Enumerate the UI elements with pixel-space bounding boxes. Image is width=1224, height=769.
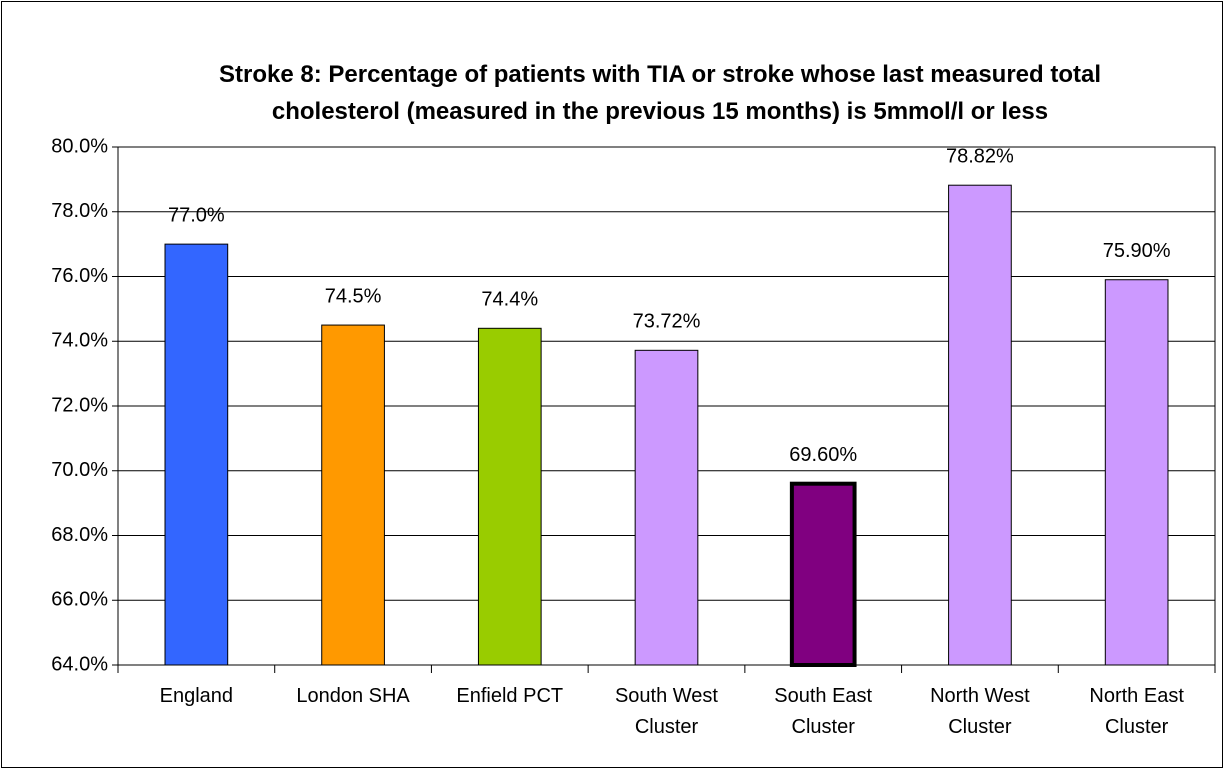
y-tick-label: 66.0% [51, 589, 108, 611]
bar [164, 243, 229, 666]
y-tick-label: 74.0% [51, 330, 108, 352]
x-tick-label: South East Cluster [774, 685, 873, 738]
y-tick-label: 64.0% [51, 653, 108, 675]
data-label: 78.82% [946, 145, 1014, 167]
x-tick-label: Enfield PCT [456, 685, 564, 707]
x-tick-label: North East Cluster [1089, 685, 1184, 738]
data-label: 74.4% [481, 289, 538, 311]
data-label: 75.90% [1103, 240, 1171, 262]
bar [321, 324, 385, 666]
chart-title: Stroke 8: Percentage of patients with TI… [219, 61, 1101, 125]
bar [1104, 279, 1169, 666]
bar [789, 481, 857, 668]
x-tick-label: England [159, 685, 234, 707]
y-tick-label: 76.0% [51, 265, 108, 287]
y-tick-label: 78.0% [51, 200, 108, 222]
x-tick-label: South West Cluster [614, 685, 718, 738]
x-tick-label: London SHA [296, 685, 410, 707]
bar [634, 349, 699, 666]
data-label: 77.0% [168, 204, 225, 226]
y-tick-label: 80.0% [51, 135, 108, 157]
data-label: 74.5% [325, 285, 382, 307]
bar [948, 184, 1012, 666]
y-tick-label: 70.0% [51, 459, 108, 481]
y-tick-label: 72.0% [51, 394, 108, 416]
data-label: 73.72% [633, 311, 701, 333]
data-label: 69.60% [789, 444, 857, 466]
bar [477, 327, 542, 666]
x-tick-label: North West Cluster [930, 685, 1030, 738]
y-tick-label: 68.0% [51, 524, 108, 546]
